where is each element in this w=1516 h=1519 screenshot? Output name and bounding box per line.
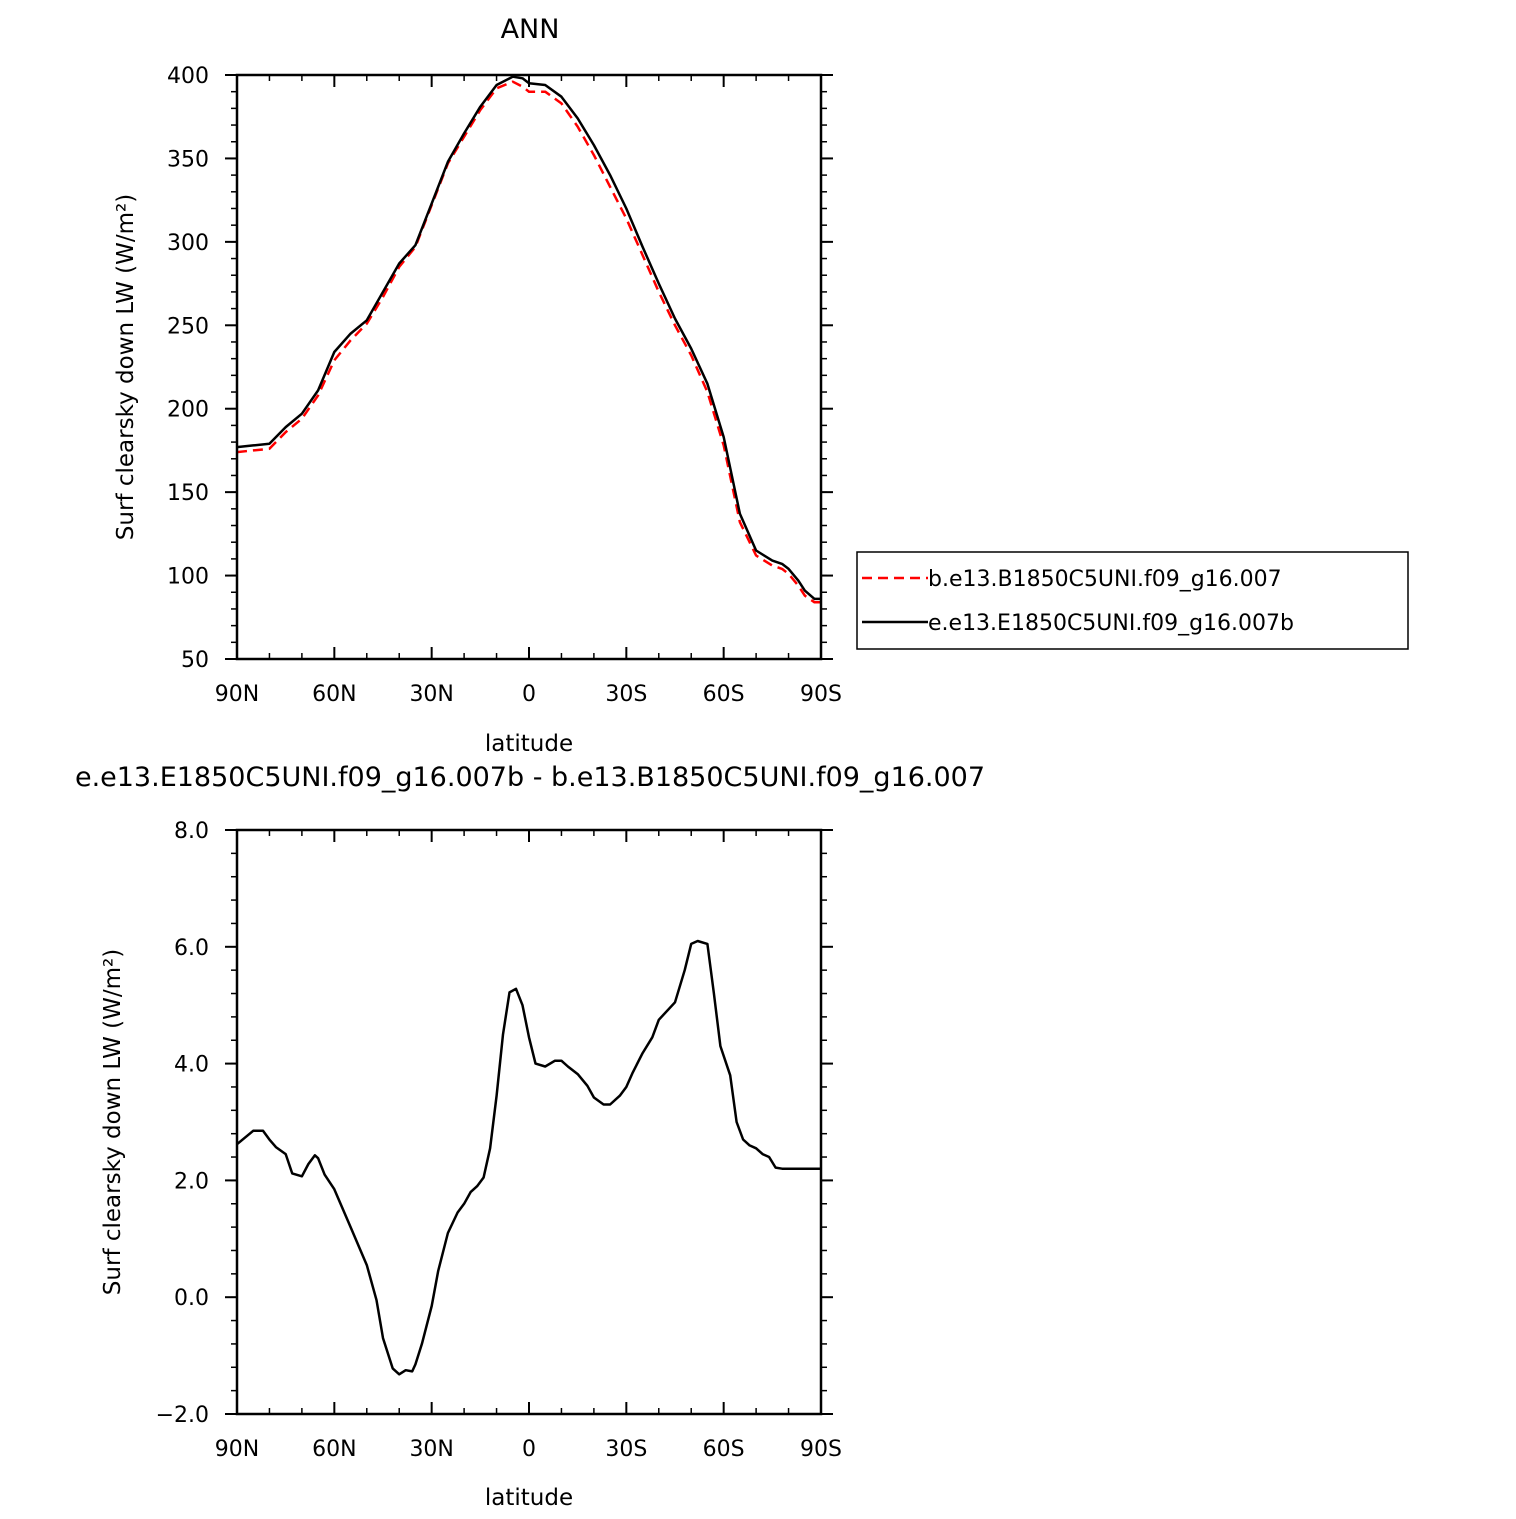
top-x-tick-label: 90N: [215, 682, 259, 707]
bottom-y-tick-label: −2.0: [156, 1403, 209, 1428]
bottom-y-tick-label: 6.0: [174, 936, 209, 961]
top-plot-frame: [235, 73, 823, 661]
bottom-y-tick-label: 4.0: [174, 1053, 209, 1078]
top-y-tick-label: 50: [181, 648, 209, 673]
legend-box: [856, 551, 1409, 650]
top-y-tick-label: 250: [167, 314, 209, 339]
legend: b.e13.B1850C5UNI.f09_g16.007 e.e13.E1850…: [856, 551, 1409, 650]
legend-label-case1: b.e13.B1850C5UNI.f09_g16.007: [928, 567, 1282, 592]
top-series-line-1: [236, 80, 821, 604]
top-y-tick-label: 200: [167, 398, 209, 423]
bottom-x-tick-label: 90S: [800, 1437, 842, 1462]
top-series-line-2: [236, 75, 821, 601]
bottom-x-tick-label: 0: [522, 1437, 536, 1462]
bottom-plot-frame: [235, 828, 823, 1416]
bottom-panel: e.e13.E1850C5UNI.f09_g16.007b - b.e13.B1…: [75, 762, 985, 1511]
top-y-tick-label: 350: [167, 147, 209, 172]
bottom-x-axis-title: latitude: [485, 1485, 573, 1511]
top-x-axis-title: latitude: [485, 731, 573, 757]
top-y-tick-label: 150: [167, 481, 209, 506]
bottom-y-tick-label: 8.0: [174, 819, 209, 844]
top-x-tick-label: 0: [522, 682, 536, 707]
top-y-tick-label: 300: [167, 231, 209, 256]
top-x-tick-label: 60S: [703, 682, 745, 707]
bottom-y-tick-label: 0.0: [174, 1286, 209, 1311]
legend-label-case2: e.e13.E1850C5UNI.f09_g16.007b: [928, 611, 1294, 636]
bottom-x-tick-label: 60S: [703, 1437, 745, 1462]
bottom-y-axis-title: Surf clearsky down LW (W/m²): [100, 949, 126, 1295]
bottom-series-line-1: [236, 939, 821, 1376]
bottom-x-tick-label: 30S: [605, 1437, 647, 1462]
top-panel: ANN 90N 60N 30N 0 30S 60S 90S 50 100 150 200 250 300…: [113, 14, 842, 757]
bottom-y-tick-label: 2.0: [174, 1169, 209, 1194]
top-chart-title: ANN: [501, 14, 560, 45]
top-y-tick-label: 100: [167, 565, 209, 590]
top-x-tick-label: 30S: [605, 682, 647, 707]
bottom-x-tick-label: 90N: [215, 1437, 259, 1462]
top-y-tick-label: 400: [167, 64, 209, 89]
top-y-axis-title: Surf clearsky down LW (W/m²): [113, 194, 139, 540]
top-x-tick-label: 90S: [800, 682, 842, 707]
bottom-chart-title: e.e13.E1850C5UNI.f09_g16.007b - b.e13.B1…: [75, 762, 985, 793]
bottom-x-tick-label: 60N: [312, 1437, 356, 1462]
bottom-x-tick-label: 30N: [409, 1437, 453, 1462]
top-x-tick-label: 30N: [409, 682, 453, 707]
top-x-tick-label: 60N: [312, 682, 356, 707]
